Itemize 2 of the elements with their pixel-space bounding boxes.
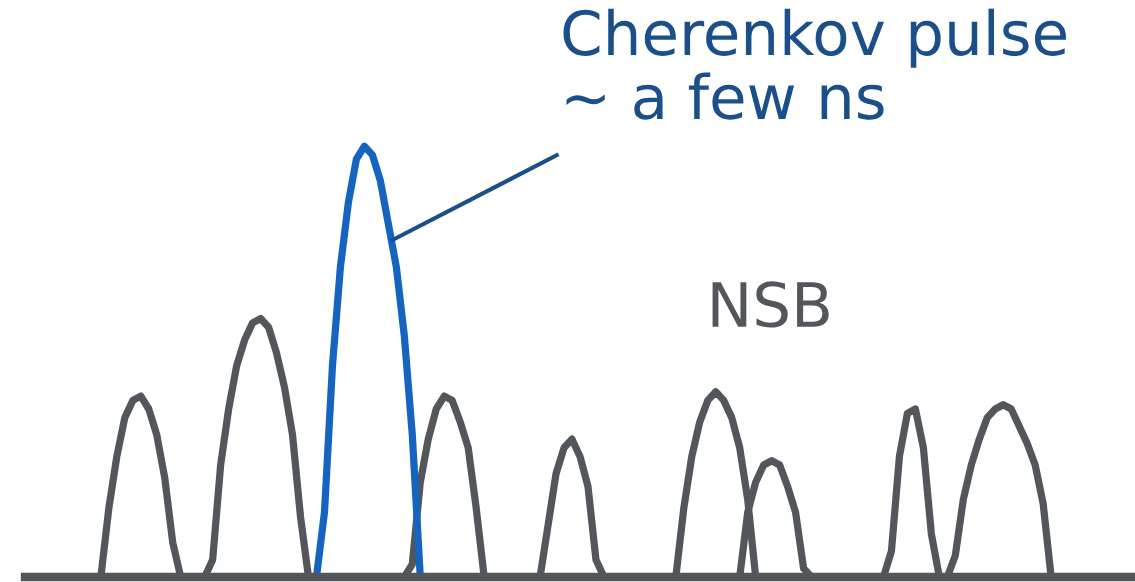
annotation: NSB bbox=[712, 281, 829, 328]
text: Cherenkov pulse ~ a few ns bbox=[563, 8, 1066, 120]
